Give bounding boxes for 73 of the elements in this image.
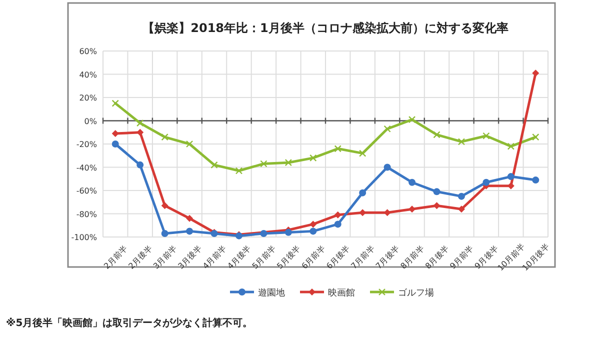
point (482, 178, 490, 186)
x-tick-label: 3月後半 (176, 244, 204, 271)
point (334, 211, 342, 218)
x-tick-label: 6月前半 (300, 244, 327, 271)
point (433, 131, 440, 138)
y-tick-label: -40% (76, 163, 98, 172)
point (136, 119, 144, 127)
y-tick-label: -20% (76, 140, 98, 149)
y-tick-label: -60% (76, 186, 98, 196)
point (507, 173, 514, 180)
point (384, 125, 391, 132)
point (334, 220, 342, 228)
x-tick-label: 2月前半 (102, 244, 130, 271)
point (384, 209, 391, 216)
y-tick-label: 40% (79, 70, 98, 80)
y-tick-label: -80% (76, 210, 98, 219)
point (210, 161, 218, 169)
point (112, 140, 119, 148)
point (186, 214, 194, 222)
point (433, 188, 440, 196)
x-tick-label: 6月後半 (324, 244, 352, 271)
point (284, 159, 292, 166)
x-tick-label: 5月後半 (275, 244, 302, 271)
x-tick-label: 7月前半 (349, 244, 376, 271)
point (482, 132, 490, 140)
point (112, 130, 119, 138)
x-tick-label: 4月前半 (201, 244, 228, 271)
point (334, 145, 342, 152)
point (235, 167, 243, 174)
point (532, 133, 540, 141)
x-tick-label: 7月後半 (374, 244, 402, 271)
point (532, 176, 540, 184)
point (359, 189, 366, 196)
x-tick-label: 2月後半 (126, 244, 154, 271)
point (433, 202, 440, 210)
point (112, 100, 119, 107)
legend-label: 映画館 (328, 288, 355, 298)
point (458, 206, 465, 213)
legend-label: 遊園地 (258, 288, 285, 298)
point (161, 230, 168, 238)
point (186, 140, 194, 148)
x-tick-label: 8月後半 (424, 244, 451, 271)
point (384, 164, 391, 171)
x-tick-label: 3月前半 (152, 244, 179, 271)
point (310, 154, 317, 162)
point (458, 192, 465, 200)
point (408, 206, 416, 213)
x-tick-label: 4月後半 (226, 244, 253, 271)
point (260, 160, 268, 168)
point (310, 228, 317, 235)
y-tick-label: 60% (79, 47, 98, 56)
point (136, 128, 144, 136)
point (161, 202, 168, 210)
point (186, 228, 194, 235)
point (260, 230, 268, 238)
point (310, 220, 317, 228)
y-tick-label: 20% (79, 94, 98, 102)
chart-title: 【娯楽】2018年比：1月後半（コロナ感染拡大前）に対する変化率 (142, 21, 508, 35)
x-tick-label: 9月前半 (448, 244, 476, 271)
point (358, 150, 366, 157)
point (458, 138, 466, 146)
point (136, 161, 144, 168)
y-tick-label: 0% (84, 116, 98, 126)
x-tick-label: 8月前半 (398, 244, 426, 271)
x-tick-label: 5月前半 (250, 244, 278, 271)
text: ※5月後半「映画館」は取引データが少なく計算不可。 (6, 317, 253, 329)
point (161, 133, 168, 141)
point (507, 142, 515, 150)
point (408, 178, 416, 186)
y-tick-label: -100% (71, 233, 98, 242)
point (532, 70, 540, 77)
legend-label: ゴルフ場 (398, 288, 434, 298)
point (408, 116, 416, 124)
